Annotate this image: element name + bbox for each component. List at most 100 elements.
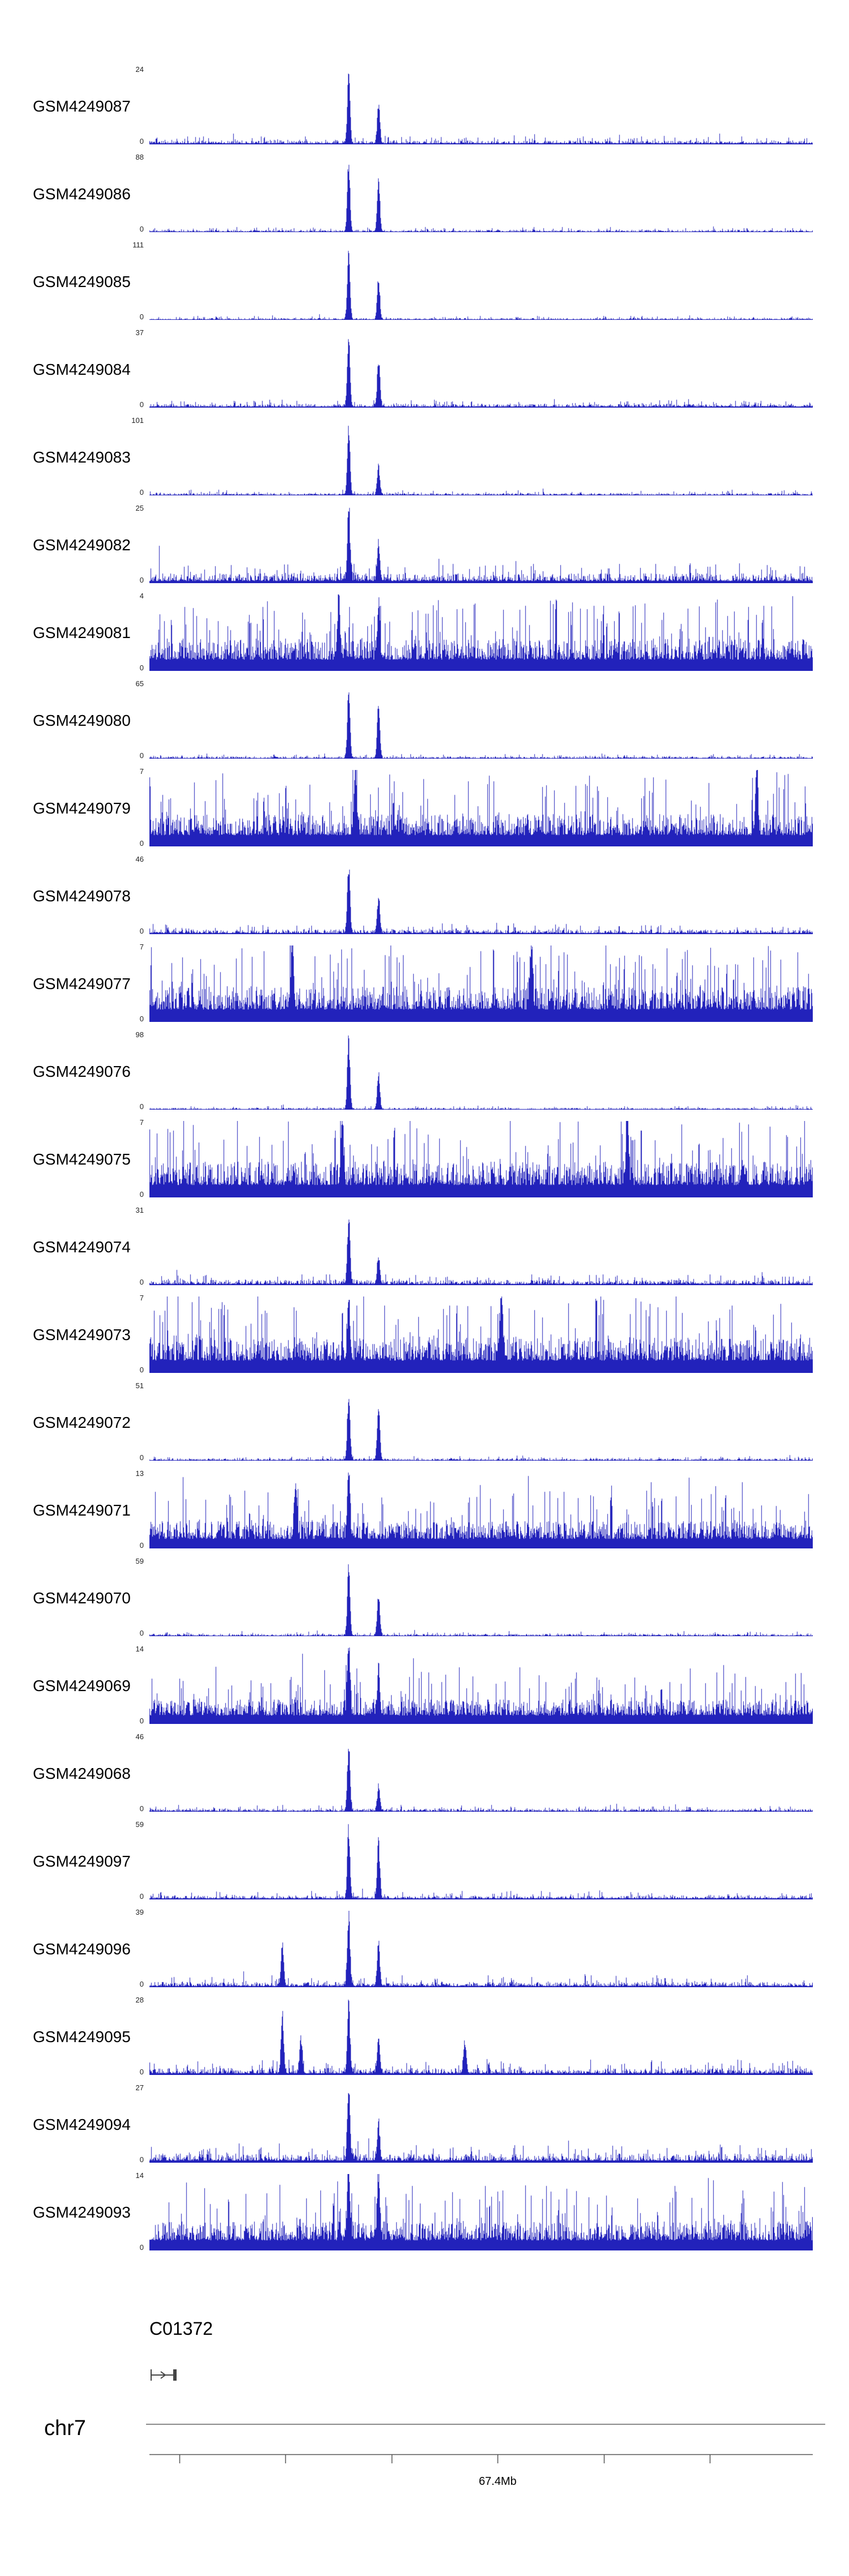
coverage-canvas	[149, 1472, 813, 1548]
track-plot-area	[149, 858, 813, 934]
track-plot-area	[149, 770, 813, 846]
track-row: GSM4249083 101 0	[0, 416, 849, 507]
track-label: GSM4249071	[33, 1501, 131, 1519]
track-plot-area	[149, 156, 813, 232]
track-row: GSM4249081 4 0	[0, 592, 849, 682]
track-row: GSM4249073 7 0	[0, 1294, 849, 1384]
track-ymax-label: 7	[139, 1294, 144, 1302]
track-label: GSM4249082	[33, 536, 131, 554]
track-row: GSM4249082 25 0	[0, 504, 849, 594]
coverage-canvas	[149, 2086, 813, 2163]
track-plot-area	[149, 2174, 813, 2250]
track-row: GSM4249070 59 0	[0, 1557, 849, 1648]
track-label: GSM4249094	[33, 2115, 131, 2133]
track-row: GSM4249074 31 0	[0, 1206, 849, 1296]
coverage-canvas	[149, 1296, 813, 1373]
track-ymin-label: 0	[139, 488, 144, 497]
coverage-canvas	[149, 1999, 813, 2075]
track-ymax-label: 7	[139, 943, 144, 951]
track-plot-area	[149, 1384, 813, 1461]
track-label: GSM4249078	[33, 887, 131, 905]
track-ymin-label: 0	[139, 1015, 144, 1023]
track-ymax-label: 27	[135, 2083, 144, 2092]
track-label: GSM4249085	[33, 272, 131, 290]
track-label: GSM4249097	[33, 1852, 131, 1870]
track-row: GSM4249093 14 0	[0, 2171, 849, 2262]
coverage-canvas	[149, 68, 813, 144]
coverage-canvas	[149, 507, 813, 583]
coverage-canvas	[149, 682, 813, 759]
track-label: GSM4249077	[33, 974, 131, 992]
track-plot-area	[149, 243, 813, 320]
track-ymax-label: 4	[139, 592, 144, 600]
track-label: GSM4249073	[33, 1325, 131, 1343]
track-ymax-label: 7	[139, 767, 144, 776]
track-ymin-label: 0	[139, 1892, 144, 1901]
track-ymax-label: 98	[135, 1030, 144, 1039]
track-plot-area	[149, 682, 813, 759]
track-ymax-label: 101	[131, 416, 144, 425]
track-plot-area	[149, 1296, 813, 1373]
coverage-canvas	[149, 1911, 813, 1987]
chromosome-axis-line	[146, 2424, 825, 2425]
coverage-canvas	[149, 1823, 813, 1899]
coverage-tracks: GSM4249087 24 0 GSM4249086 88 0 GSM4249085 111 0…	[0, 65, 849, 2262]
gene-model-glyph	[151, 2369, 177, 2381]
track-plot-area	[149, 1209, 813, 1285]
coordinate-tick-label: 67.4Mb	[478, 2475, 517, 2488]
track-label: GSM4249095	[33, 2027, 131, 2046]
coverage-canvas	[149, 945, 813, 1022]
track-row: GSM4249097 59 0	[0, 1820, 849, 1911]
track-ymin-label: 0	[139, 313, 144, 321]
coverage-canvas	[149, 1384, 813, 1461]
coverage-canvas	[149, 331, 813, 408]
track-ymax-label: 88	[135, 153, 144, 161]
track-row: GSM4249068 46 0	[0, 1732, 849, 1823]
coverage-canvas	[149, 1121, 813, 1197]
track-ymin-label: 0	[139, 2243, 144, 2252]
track-plot-area	[149, 1033, 813, 1110]
coverage-canvas	[149, 419, 813, 495]
track-label: GSM4249096	[33, 1940, 131, 1958]
track-row: GSM4249078 46 0	[0, 855, 849, 945]
track-label: GSM4249076	[33, 1062, 131, 1080]
chromosome-label: chr7	[44, 2416, 86, 2440]
track-label: GSM4249070	[33, 1589, 131, 1607]
track-ymax-label: 59	[135, 1557, 144, 1565]
track-ymin-label: 0	[139, 839, 144, 848]
track-ymin-label: 0	[139, 664, 144, 672]
track-ymin-label: 0	[139, 751, 144, 760]
coordinate-ruler	[149, 2454, 813, 2463]
track-ymin-label: 0	[139, 225, 144, 233]
track-ymin-label: 0	[139, 137, 144, 146]
track-label: GSM4249087	[33, 97, 131, 115]
track-ymin-label: 0	[139, 927, 144, 935]
track-row: GSM4249084 37 0	[0, 328, 849, 419]
track-plot-area	[149, 2086, 813, 2163]
coverage-canvas	[149, 2174, 813, 2250]
track-ymin-label: 0	[139, 576, 144, 584]
coverage-canvas	[149, 243, 813, 320]
gene-name-label: C01372	[149, 2318, 213, 2339]
track-ymin-label: 0	[139, 1102, 144, 1111]
coverage-canvas	[149, 1648, 813, 1724]
track-ymax-label: 28	[135, 1996, 144, 2004]
track-row: GSM4249075 7 0	[0, 1118, 849, 1209]
track-label: GSM4249072	[33, 1413, 131, 1431]
track-ymax-label: 14	[135, 1645, 144, 1653]
track-row: GSM4249077 7 0	[0, 943, 849, 1033]
track-plot-area	[149, 68, 813, 144]
coverage-canvas	[149, 1735, 813, 1812]
track-ymin-label: 0	[139, 2068, 144, 2076]
track-ymax-label: 31	[135, 1206, 144, 1214]
track-plot-area	[149, 1560, 813, 1636]
track-row: GSM4249096 39 0	[0, 1908, 849, 1999]
track-ymax-label: 46	[135, 855, 144, 863]
track-row: GSM4249087 24 0	[0, 65, 849, 156]
track-plot-area	[149, 331, 813, 408]
track-row: GSM4249071 13 0	[0, 1469, 849, 1560]
track-plot-area	[149, 1648, 813, 1724]
coverage-canvas	[149, 156, 813, 232]
track-label: GSM4249086	[33, 185, 131, 203]
